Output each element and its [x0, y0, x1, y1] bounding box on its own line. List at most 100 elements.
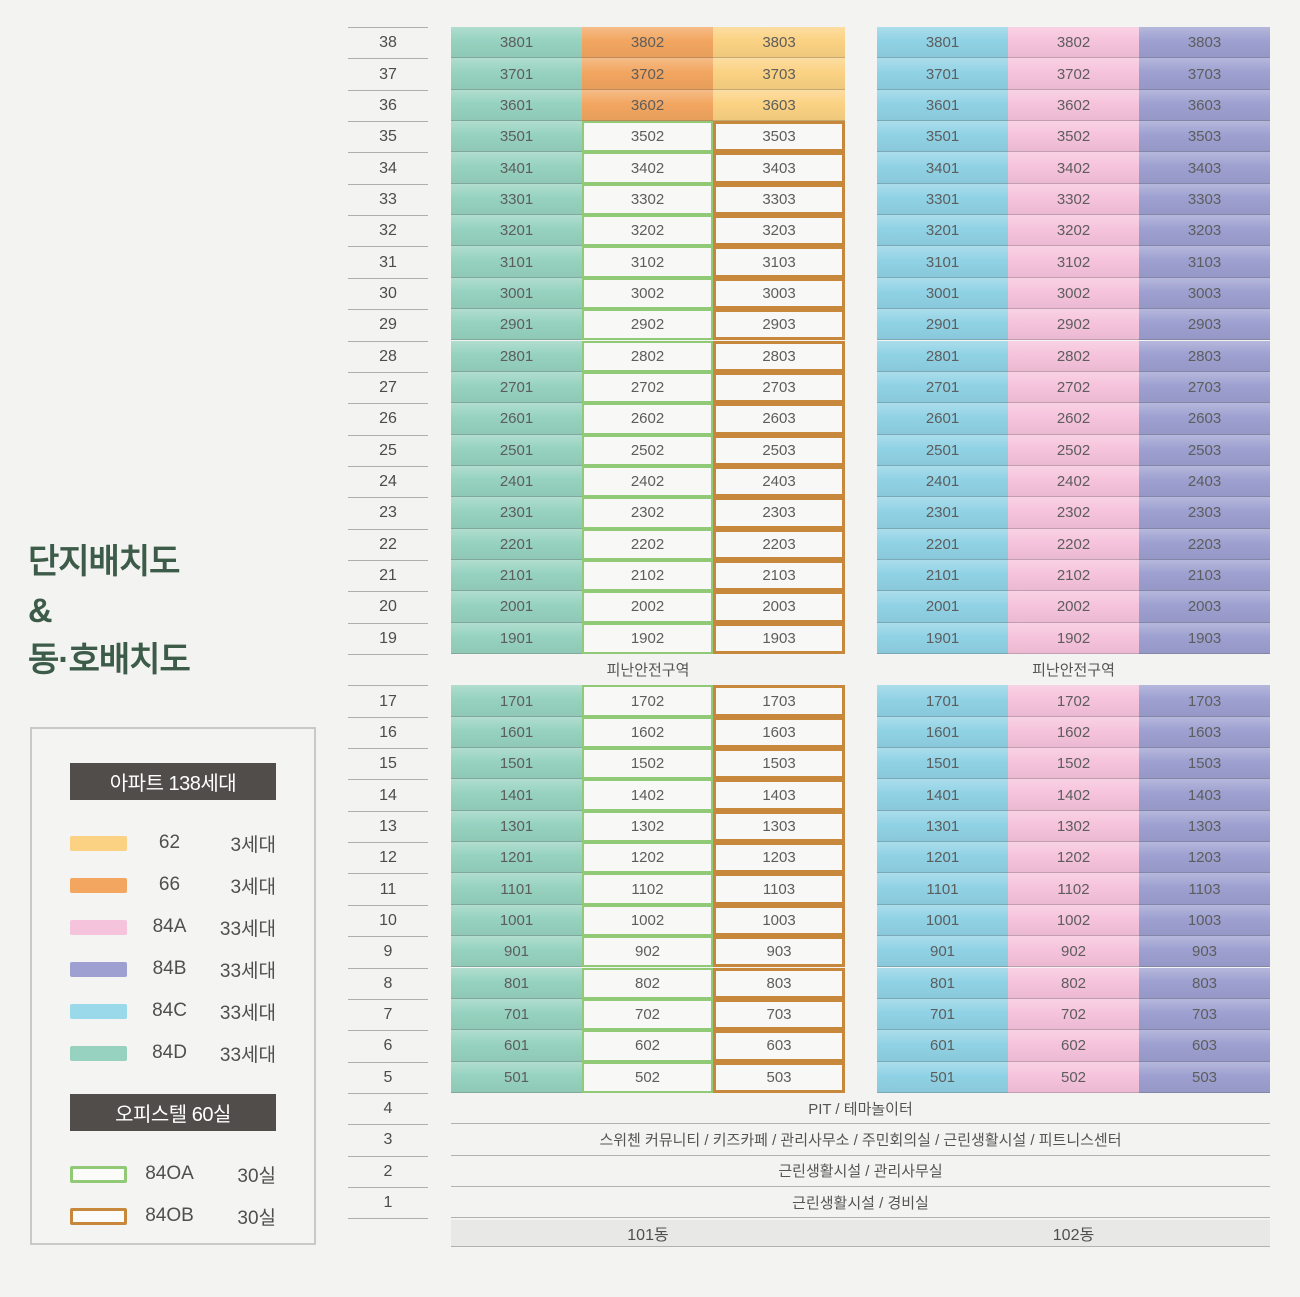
- floor-label-34: 34: [348, 152, 428, 183]
- unit-cell: 2902: [1008, 309, 1139, 341]
- unit-cell: 3303: [713, 183, 845, 216]
- unit-cell: 2803: [713, 340, 845, 372]
- unit-cell: 802: [582, 967, 713, 999]
- unit-cell: 2002: [582, 591, 713, 623]
- unit-cell: 1601: [451, 716, 582, 749]
- floor-label-3: 3: [348, 1124, 428, 1155]
- unit-cell: 903: [1139, 936, 1270, 968]
- floor-label-26: 26: [348, 403, 428, 434]
- legend-swatch-84D: [70, 1045, 127, 1061]
- floor-label-31: 31: [348, 246, 428, 277]
- unit-cell: 2702: [582, 371, 713, 404]
- unit-cell: 2801: [877, 340, 1008, 372]
- unit-cell: 2501: [877, 434, 1008, 466]
- unit-cell: 2403: [1139, 465, 1270, 498]
- page-title: 단지배치도 & 동·호배치도: [28, 538, 191, 685]
- unit-cell: 3103: [1139, 246, 1270, 278]
- unit-cell: 1101: [877, 873, 1008, 905]
- unit-cell: 601: [451, 1030, 582, 1062]
- legend-type-label: 84A: [152, 916, 187, 937]
- legend-item-84B: 84B 33세대: [70, 948, 276, 990]
- unit-cell: 3402: [1008, 152, 1139, 184]
- unit-cell: 1702: [582, 685, 713, 717]
- unit-cell: 702: [1008, 998, 1139, 1031]
- page-title-line2: &: [28, 592, 53, 630]
- unit-cell: 1002: [582, 904, 713, 937]
- unit-cell: 2201: [451, 528, 582, 560]
- unit-cell: 1901: [877, 622, 1008, 654]
- unit-cell: 3802: [582, 27, 713, 59]
- floor-label-13: 13: [348, 810, 428, 842]
- unit-cell: 2001: [451, 591, 582, 623]
- unit-cell: 801: [877, 967, 1008, 999]
- unit-cell: 1101: [451, 873, 582, 905]
- facility-floor-3: 스위첸 커뮤니티 / 키즈카페 / 관리사무소 / 주민회의실 / 근린생활시설…: [451, 1124, 1270, 1156]
- unit-cell: 502: [1008, 1061, 1139, 1093]
- facility-floor-4: PIT / 테마놀이터: [451, 1093, 1270, 1125]
- floor-label-32: 32: [348, 215, 428, 246]
- unit-cell: 503: [713, 1061, 845, 1093]
- unit-cell: 2003: [713, 591, 845, 623]
- page-title-line3: 동·호배치도: [28, 641, 191, 679]
- unit-cell: 801: [451, 967, 582, 999]
- unit-cell: 902: [1008, 936, 1139, 968]
- floor-label-19: 19: [348, 622, 428, 654]
- unit-cell: 2603: [713, 403, 845, 435]
- unit-cell: 2601: [451, 403, 582, 435]
- unit-cell: 3701: [451, 58, 582, 90]
- floor-label-11: 11: [348, 873, 428, 904]
- unit-cell: 3802: [1008, 27, 1139, 59]
- unit-cell: 3701: [877, 58, 1008, 90]
- unit-cell: 3202: [582, 215, 713, 247]
- unit-cell: 2602: [582, 403, 713, 435]
- floor-label-37: 37: [348, 58, 428, 89]
- unit-cell: 602: [582, 1030, 713, 1062]
- unit-cell: 1402: [1008, 779, 1139, 811]
- unit-cell: 703: [713, 998, 845, 1031]
- unit-cell: 3501: [451, 121, 582, 153]
- legend-type-label: 62: [158, 832, 181, 853]
- unit-cell: 2102: [582, 559, 713, 592]
- unit-cell: 3201: [877, 215, 1008, 247]
- unit-cell: 3101: [877, 246, 1008, 278]
- unit-cell: 2702: [1008, 371, 1139, 404]
- unit-cell: 2002: [1008, 591, 1139, 623]
- unit-cell: 3602: [582, 89, 713, 122]
- floor-label-2: 2: [348, 1155, 428, 1187]
- unit-cell: 1602: [1008, 716, 1139, 749]
- unit-cell: 1403: [713, 779, 845, 811]
- legend-count-label: 33세대: [219, 1002, 276, 1024]
- legend-header-apartment: 아파트 138세대: [70, 763, 276, 800]
- unit-cell: 1102: [582, 873, 713, 905]
- unit-cell: 2202: [1008, 528, 1139, 560]
- unit-cell: 3403: [713, 152, 845, 184]
- ruler-bottom-line: [348, 1218, 428, 1220]
- unit-cell: 1501: [877, 748, 1008, 780]
- unit-cell: 603: [1139, 1030, 1270, 1062]
- unit-cell: 603: [713, 1030, 845, 1062]
- unit-cell: 3603: [713, 89, 845, 122]
- unit-cell: 1202: [1008, 842, 1139, 874]
- unit-cell: 2402: [1008, 465, 1139, 498]
- unit-cell: 2601: [877, 403, 1008, 435]
- building-101-label: 101동: [627, 1227, 669, 1245]
- floor-label-12: 12: [348, 842, 428, 873]
- unit-cell: 2502: [582, 434, 713, 466]
- unit-cell: 2703: [1139, 371, 1270, 404]
- unit-cell: 2801: [451, 340, 582, 372]
- unit-cell: 3402: [582, 152, 713, 184]
- unit-cell: 2203: [1139, 528, 1270, 560]
- unit-cell: 3601: [451, 89, 582, 122]
- unit-cell: 3203: [1139, 215, 1270, 247]
- unit-cell: 3702: [1008, 58, 1139, 90]
- unit-cell: 1902: [1008, 622, 1139, 654]
- unit-cell: 1701: [451, 685, 582, 717]
- unit-cell: 901: [451, 936, 582, 968]
- unit-cell: 1503: [1139, 748, 1270, 780]
- unit-cell: 2103: [1139, 559, 1270, 592]
- floor-label-24: 24: [348, 465, 428, 497]
- unit-cell: 902: [582, 936, 713, 968]
- legend-swatch-84A: [70, 919, 127, 935]
- unit-cell: 3403: [1139, 152, 1270, 184]
- unit-cell: 1003: [1139, 904, 1270, 937]
